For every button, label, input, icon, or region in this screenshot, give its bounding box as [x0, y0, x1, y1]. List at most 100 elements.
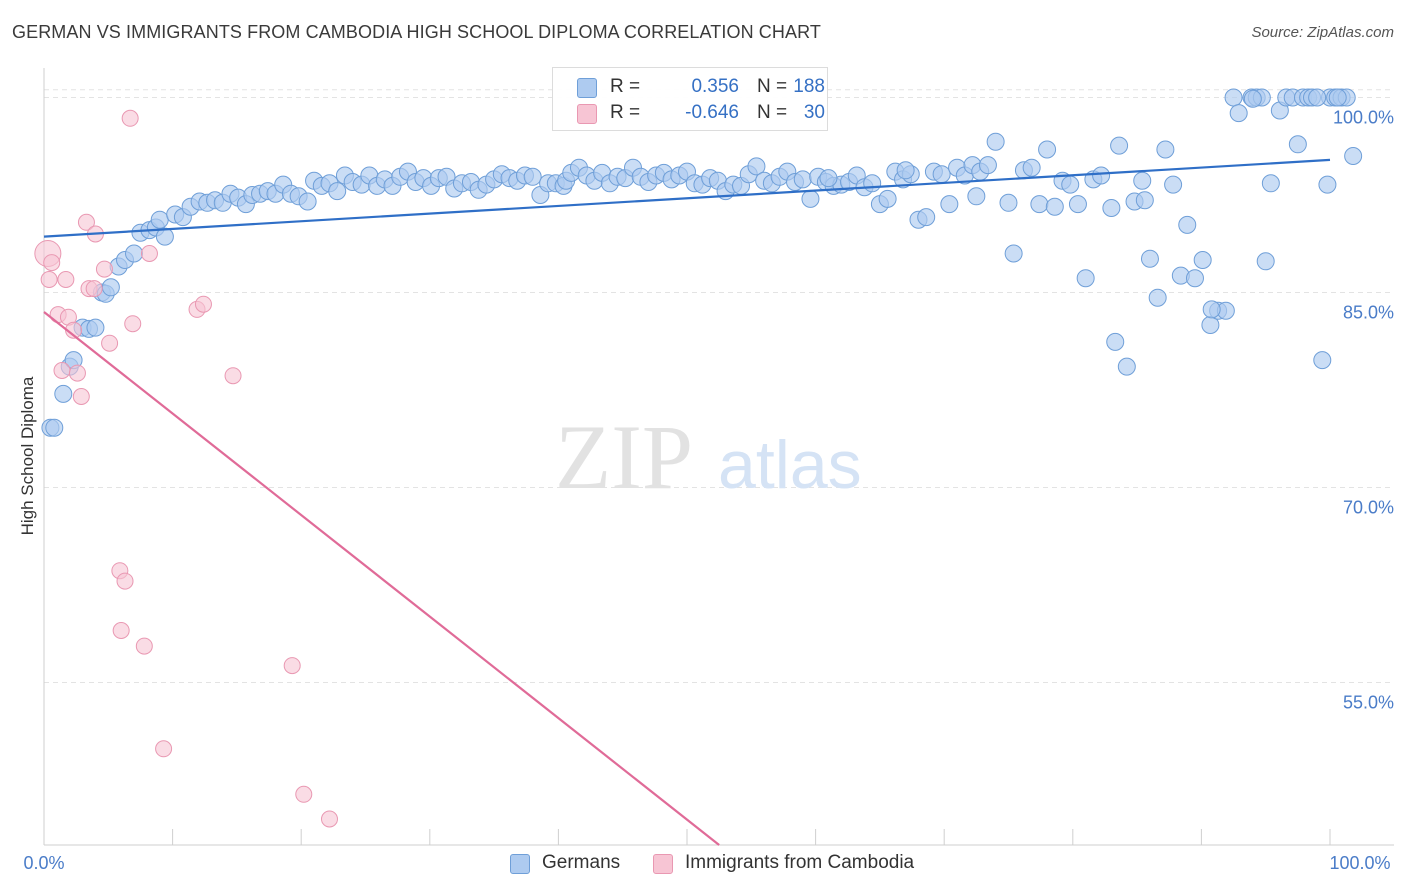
german-point — [917, 208, 936, 227]
german-point — [819, 169, 838, 188]
german-point — [155, 227, 174, 246]
watermark: ZIP atlas — [555, 406, 862, 508]
german-point — [1308, 88, 1327, 107]
y-tick-label: 85.0% — [1343, 303, 1394, 323]
legend-swatch-germans — [577, 78, 597, 98]
german-point — [125, 244, 144, 263]
legend-r-value: 0.356 — [691, 76, 739, 97]
germans-trend-line — [43, 158, 1331, 238]
german-point — [1135, 191, 1154, 210]
germans-points — [41, 88, 1363, 437]
german-point — [150, 210, 169, 229]
german-point — [793, 170, 812, 189]
y-tick-label: 100.0% — [1333, 108, 1394, 128]
german-point — [1229, 104, 1248, 123]
german-point — [1193, 251, 1212, 269]
german-point — [1133, 171, 1152, 190]
german-point — [1117, 357, 1136, 376]
cambodia-point — [124, 315, 142, 333]
watermark-zip: ZIP — [555, 406, 693, 508]
german-point — [1140, 249, 1159, 268]
german-point — [1092, 166, 1111, 185]
y-axis-label: High School Diploma — [18, 376, 37, 535]
legend-r-label: R = — [610, 76, 641, 97]
german-point — [1106, 332, 1125, 351]
legend-r-value: -0.646 — [685, 102, 739, 123]
german-point — [1202, 300, 1221, 319]
cambodia-point — [121, 109, 139, 127]
cambodia-point — [140, 245, 158, 262]
german-point — [328, 182, 347, 201]
german-point — [978, 156, 997, 175]
german-point — [1288, 135, 1307, 154]
cambodia-point — [77, 213, 95, 231]
german-point — [1344, 147, 1363, 165]
german-point — [932, 165, 951, 184]
german-point — [940, 195, 959, 214]
german-point — [523, 167, 542, 186]
german-point — [1022, 158, 1041, 177]
german-point — [1178, 215, 1197, 234]
cambodia-point — [95, 260, 113, 278]
german-point — [967, 187, 986, 206]
source-credit: Source: ZipAtlas.com — [1251, 24, 1394, 41]
stats-legend: R = 0.356 N = 188 R = -0.646 N = 30 — [552, 67, 828, 131]
cambodia-point — [116, 572, 134, 590]
german-point — [1156, 140, 1175, 159]
cambodia-point — [320, 810, 338, 828]
german-point — [1076, 269, 1095, 288]
legend-r-label: R = — [610, 102, 641, 123]
german-point — [101, 278, 120, 297]
cambodia-point — [112, 622, 130, 639]
german-point — [1068, 195, 1087, 214]
german-point — [863, 174, 882, 193]
cambodia-point — [72, 388, 90, 405]
chart-title: GERMAN VS IMMIGRANTS FROM CAMBODIA HIGH … — [12, 22, 821, 42]
german-point — [747, 157, 766, 176]
cambodia-point — [224, 367, 242, 385]
german-point — [1148, 288, 1167, 307]
german-point — [1164, 175, 1183, 194]
y-tick-label: 70.0% — [1343, 498, 1394, 518]
german-point — [1328, 88, 1347, 107]
german-point — [1256, 252, 1275, 271]
cambodia-point — [53, 362, 71, 379]
cambodia-swatch — [653, 854, 673, 874]
german-point — [1261, 174, 1280, 193]
german-point — [1061, 175, 1080, 194]
cambodia-point — [40, 271, 58, 288]
cambodia-point — [101, 334, 119, 352]
legend-n-value: 188 — [793, 76, 825, 97]
cambodia-point — [43, 254, 61, 272]
german-point — [298, 192, 317, 211]
german-point — [801, 189, 820, 208]
cambodia-point — [155, 740, 173, 758]
german-point — [1224, 88, 1243, 107]
legend-n-value: 30 — [803, 102, 825, 123]
legend-n-label: N = — [757, 76, 788, 97]
german-point — [1102, 199, 1121, 217]
y-tick-labels: 55.0% 70.0% 85.0% 100.0% — [1333, 108, 1394, 713]
germans-swatch — [510, 854, 530, 874]
y-tick-label: 55.0% — [1343, 693, 1394, 713]
german-point — [999, 193, 1018, 212]
cambodia-point — [85, 280, 103, 298]
legend-swatch-cambodia — [577, 104, 597, 124]
cambodia-point — [283, 657, 301, 675]
german-point — [1030, 195, 1049, 214]
german-point — [1313, 351, 1332, 370]
german-point — [1185, 269, 1204, 288]
x-tick-label-min: 0.0% — [23, 853, 64, 873]
watermark-atlas: atlas — [718, 427, 862, 503]
german-point — [1318, 175, 1337, 194]
german-point — [86, 318, 105, 337]
germans-label: Germans — [542, 852, 621, 873]
trend-lines — [43, 158, 1331, 846]
cambodia-points — [34, 109, 338, 828]
german-point — [1045, 197, 1064, 216]
german-point — [878, 189, 897, 208]
cambodia-trend-line — [43, 311, 720, 846]
legend-n-label: N = — [757, 102, 788, 123]
german-point — [986, 132, 1005, 151]
